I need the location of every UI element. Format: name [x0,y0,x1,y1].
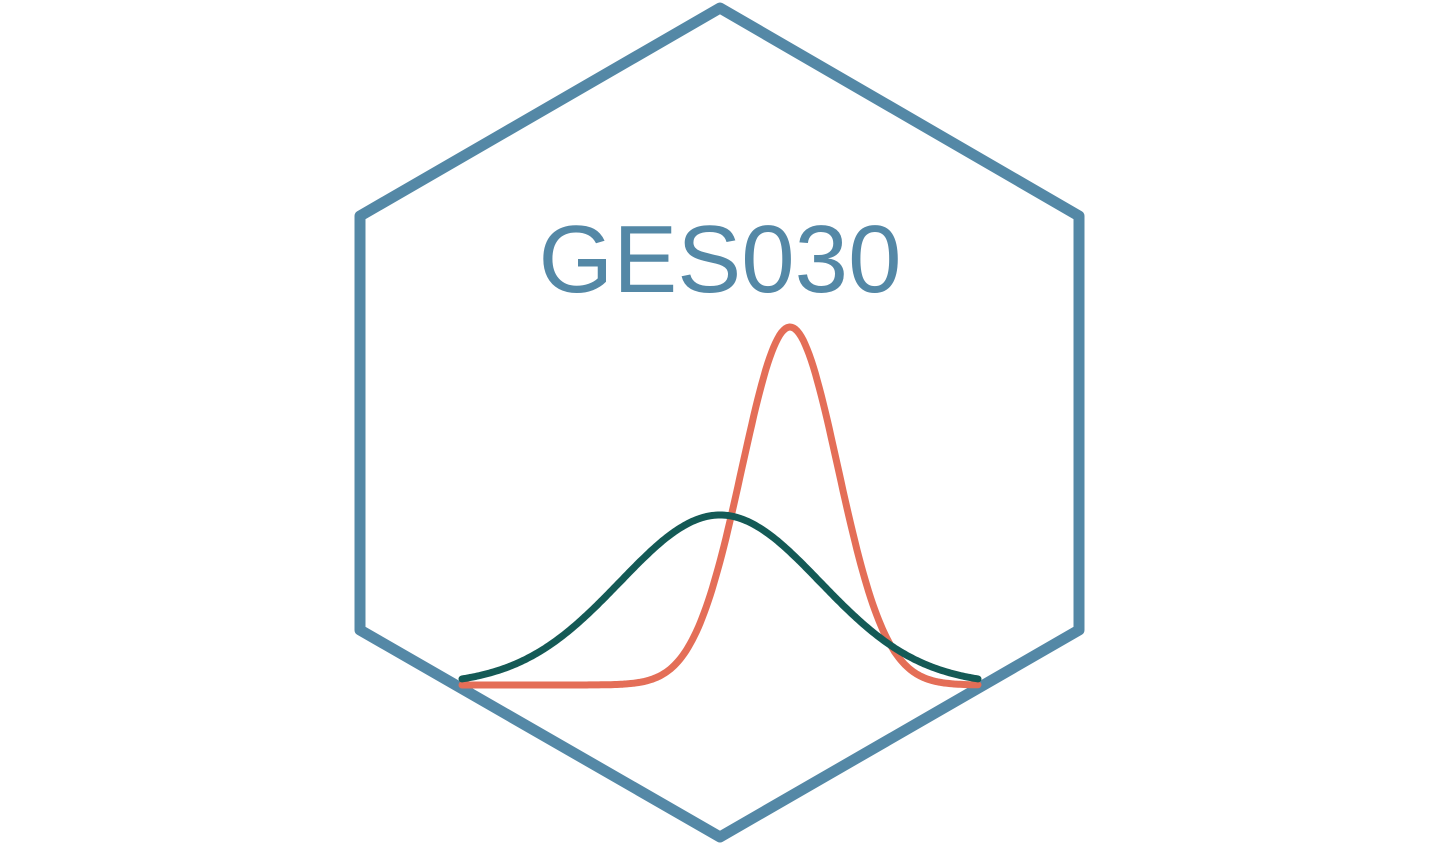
wide-bell-curve-icon [458,511,982,683]
hexagon-outline-icon [354,2,1085,843]
narrow-bell-curve-icon [458,323,982,689]
logo-title: GES030 [539,206,902,313]
